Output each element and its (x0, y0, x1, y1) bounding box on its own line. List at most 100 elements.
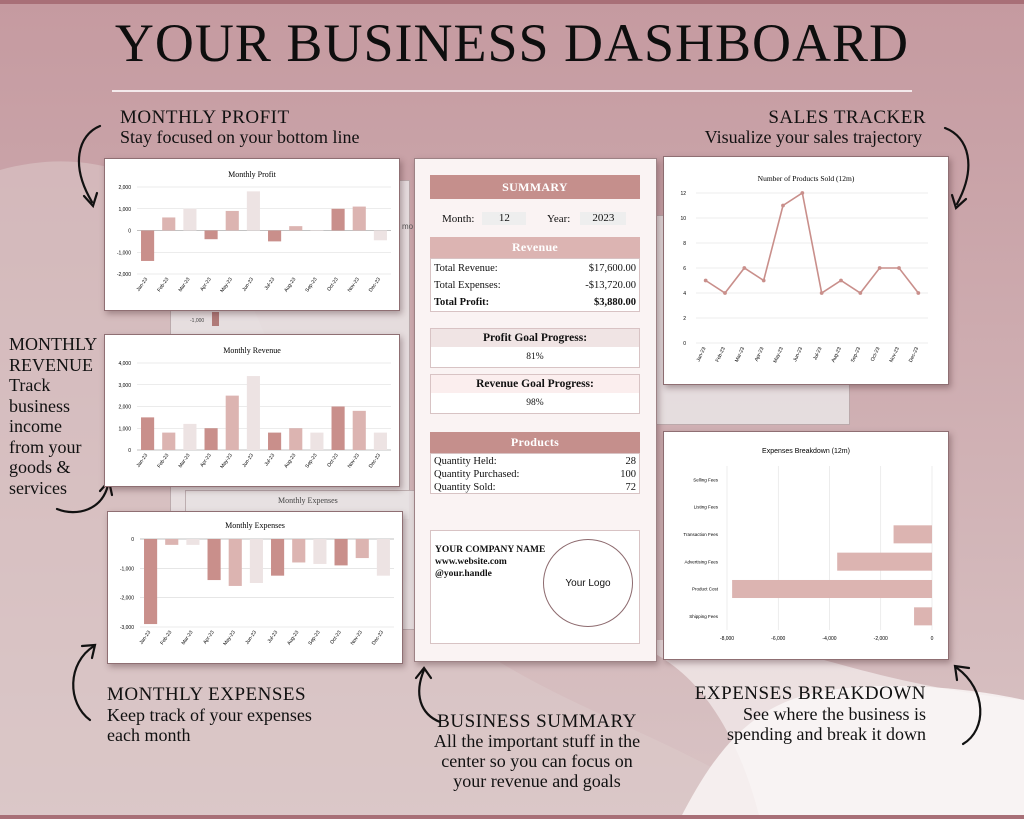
page-title: YOUR BUSINESS DASHBOARD (114, 13, 910, 73)
bar (249, 539, 263, 583)
bar (914, 607, 932, 626)
caption-revenue: MONTHLY REVENUE Track business income fr… (9, 334, 97, 498)
qty-held-value: 28 (625, 456, 637, 467)
y-tick-label: Advertising Fees (684, 559, 718, 564)
caption-breakdown-sub-1: See where the business is (743, 704, 926, 724)
arrow-icon (77, 124, 102, 209)
x-tick-label: Aug-23 (283, 453, 297, 470)
summary-header: SUMMARY (430, 175, 640, 199)
data-point (897, 266, 901, 270)
x-tick-label: Sep-23 (304, 453, 318, 470)
bar (373, 432, 387, 450)
y-tick-label: 3,000 (118, 383, 131, 389)
y-tick-label: Shipping Fees (689, 614, 719, 619)
x-tick-label: Aug-23 (831, 346, 843, 363)
x-tick-label: Nov-23 (347, 453, 361, 470)
profit-goal-box: Profit Goal Progress: 81% (430, 328, 640, 368)
bar (334, 539, 348, 566)
x-tick-label: Aug-23 (283, 277, 297, 294)
year-input[interactable]: 2023 (580, 212, 627, 225)
data-point (742, 266, 747, 270)
bar (331, 208, 345, 231)
x-tick-label: -6,000 (771, 636, 785, 642)
x-tick-label: Nov-23 (889, 346, 901, 363)
bar (162, 432, 176, 450)
total-expenses-row: Total Expenses: -$13,720.00 (431, 277, 639, 294)
bar (144, 539, 158, 625)
logo-text: Your Logo (565, 577, 611, 589)
y-tick-label: 8 (683, 241, 686, 247)
caption-expenses-sub-1: Keep track of your expenses (107, 705, 312, 725)
x-tick-label: Sep-23 (307, 630, 321, 647)
x-tick-label: Jan-23 (139, 630, 153, 646)
bar (289, 428, 303, 450)
bar (271, 539, 285, 576)
expenses-breakdown-card: Expenses Breakdown (12m) -8,000 -6,000 -4,0… (663, 431, 949, 660)
y-tick-label: 0 (128, 448, 131, 454)
x-tick-label: Jul-23 (266, 630, 279, 645)
arrow-icon (953, 664, 982, 746)
caption-summary-heading: BUSINESS SUMMARY (437, 711, 637, 732)
x-tick-label: Sep-23 (304, 277, 318, 294)
x-tick-label: Dec-23 (908, 346, 920, 363)
x-tick-label: -2,000 (874, 636, 888, 642)
x-tick-label: Feb-23 (159, 630, 173, 647)
data-point (839, 278, 843, 283)
year-selector: Year: 2023 (547, 212, 627, 225)
expenses-breakdown-chart: Expenses Breakdown (12m) -8,000 -6,000 -4,0… (683, 448, 933, 642)
year-label: Year: (547, 212, 571, 225)
x-tick-label: Mar-23 (181, 630, 195, 647)
caption-profit-sub: Stay focused on your bottom line (120, 127, 360, 147)
monthly-profit-chart: Monthly Profit 2,000 1,000 0 -1,000 -2,000 Jan… (117, 170, 391, 294)
caption-breakdown-heading: EXPENSES BREAKDOWN (694, 683, 926, 704)
total-profit-label: Total Profit: (434, 297, 490, 308)
month-input[interactable]: 12 (482, 212, 527, 225)
revenue-header: Revenue (430, 237, 640, 258)
caption-revenue-line: income (9, 416, 62, 436)
total-revenue-label: Total Revenue: (434, 263, 498, 274)
total-revenue-value: $17,600.00 (588, 263, 636, 274)
qty-sold-label: Quantity Sold: (434, 482, 496, 493)
y-tick-label: 2,000 (118, 185, 131, 191)
bar (292, 539, 306, 563)
caption-sales-heading: SALES TRACKER (768, 107, 926, 128)
bar (183, 423, 197, 450)
arrow-icon (943, 126, 970, 210)
bar (352, 410, 366, 450)
total-revenue-row: Total Revenue: $17,600.00 (431, 260, 639, 277)
background-fragment-label: -1,000 (190, 318, 205, 324)
caption-revenue-heading-2: REVENUE (9, 354, 93, 375)
company-handle[interactable]: @your.handle (435, 569, 492, 579)
qty-held-row: Quantity Held: 28 (431, 455, 639, 468)
bar (837, 552, 932, 571)
qty-purchased-label: Quantity Purchased: (434, 469, 520, 480)
revenue-goal-value: 98% (526, 398, 544, 408)
y-tick-label: 10 (680, 216, 686, 222)
monthly-revenue-card: Monthly Revenue 4,000 3,000 2,000 1,000 0 Jan-… (104, 334, 400, 487)
company-website[interactable]: www.website.com (435, 557, 507, 567)
title-divider (112, 90, 912, 92)
bar (204, 428, 218, 450)
y-tick-label: 0 (128, 229, 131, 235)
total-expenses-label: Total Expenses: (434, 280, 501, 291)
x-tick-label: Jan-23 (136, 453, 150, 469)
data-point (877, 266, 882, 270)
y-tick-label: 2 (683, 316, 686, 322)
y-tick-label: 1,000 (118, 426, 131, 432)
x-tick-label: Oct-23 (326, 453, 340, 469)
x-tick-label: Apr-23 (202, 630, 216, 646)
bar (162, 217, 176, 231)
x-tick-label: -8,000 (720, 636, 734, 642)
y-tick-label: 0 (683, 341, 686, 347)
chart-title: Monthly Profit (228, 170, 277, 179)
y-tick-label: Listing Fees (694, 505, 719, 510)
bar (225, 395, 239, 450)
x-tick-label: Jul-23 (263, 277, 276, 292)
qty-held-label: Quantity Held: (434, 456, 497, 467)
arrow-icon (414, 666, 442, 724)
products-sold-chart: Number of Products Sold (12m) 12 10 8 6 4 2 0 Ja… (680, 174, 928, 364)
sales-tracker-card: Number of Products Sold (12m) 12 10 8 6 4 2 0 Ja… (663, 156, 949, 385)
x-tick-label: Nov-23 (350, 630, 364, 647)
bar (373, 230, 387, 241)
x-tick-label: Oct-23 (870, 346, 882, 362)
